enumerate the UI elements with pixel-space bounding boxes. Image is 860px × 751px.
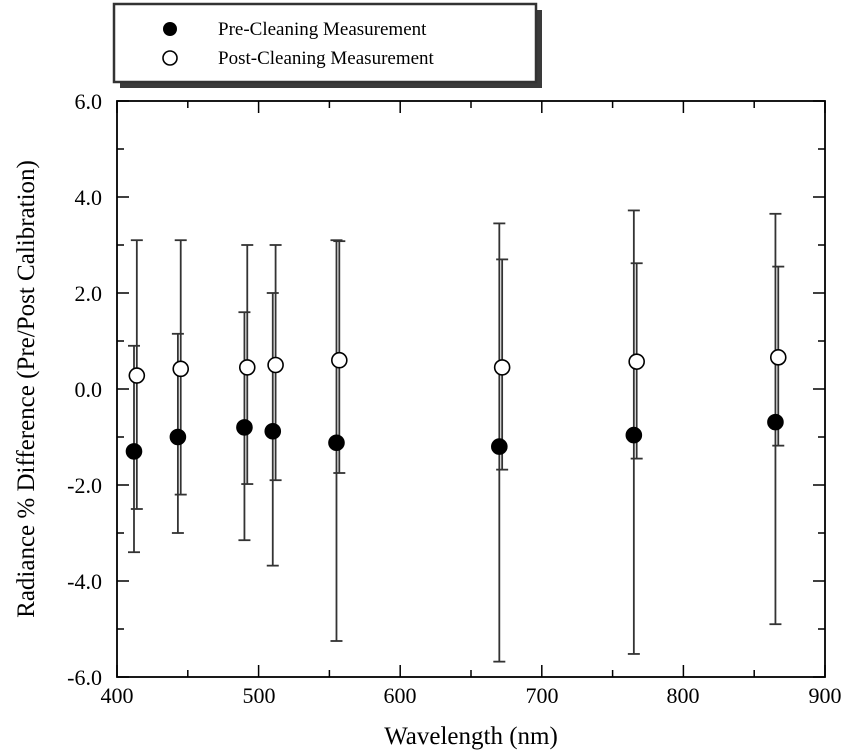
data-point-pre-cleaning (264, 422, 282, 440)
data-point-post-cleaning (493, 359, 511, 376)
legend-marker-post-cleaning (162, 50, 178, 66)
data-point-post-cleaning (238, 359, 256, 376)
data-point-pre-cleaning (625, 426, 643, 444)
error-bars (127, 209, 785, 663)
x-tick-label: 700 (526, 683, 559, 708)
y-axis-title: Radiance % Difference (Pre/Post Calibrat… (13, 160, 40, 618)
y-tick-label: 0.0 (75, 377, 103, 402)
data-point-post-cleaning (769, 349, 787, 366)
data-point-post-cleaning (267, 356, 284, 374)
y-tick-label: 4.0 (75, 185, 103, 210)
axis-ticks (116, 100, 826, 678)
data-points (125, 349, 787, 460)
data-point-pre-cleaning (767, 413, 784, 431)
y-tick-label: 6.0 (75, 89, 103, 114)
y-tick-label: -4.0 (67, 569, 102, 594)
data-point-pre-cleaning (125, 443, 143, 460)
y-tick-label: 2.0 (75, 281, 103, 306)
plot-frame (116, 100, 826, 678)
data-point-pre-cleaning (169, 428, 187, 446)
legend-label-pre-cleaning: Pre-Cleaning Measurement (218, 19, 427, 40)
y-tick-labels: 6.0 4.0 2.0 0.0 -2.0 -4.0 -6.0 (67, 89, 102, 690)
legend-label-post-cleaning: Post-Cleaning Measurement (218, 48, 435, 69)
y-tick-label: -2.0 (67, 473, 102, 498)
legend: Pre-Cleaning Measurement Post-Cleaning M… (112, 2, 542, 88)
data-point-post-cleaning (628, 353, 645, 370)
data-point-post-cleaning (128, 367, 146, 384)
x-axis-title: Wavelength (nm) (384, 723, 558, 750)
legend-marker-pre-cleaning (163, 22, 177, 36)
x-tick-labels: 400 500 600 700 800 900 (101, 683, 842, 708)
data-point-pre-cleaning (328, 434, 345, 452)
x-tick-label: 900 (809, 683, 842, 708)
x-tick-label: 600 (384, 683, 417, 708)
data-point-pre-cleaning (491, 438, 508, 455)
data-point-pre-cleaning (236, 419, 253, 436)
x-tick-label: 800 (667, 683, 700, 708)
x-tick-label: 400 (101, 683, 134, 708)
data-point-post-cleaning (331, 351, 348, 369)
x-tick-label: 500 (243, 683, 276, 708)
legend-box (112, 2, 538, 84)
data-point-post-cleaning (172, 360, 190, 378)
y-tick-label: -6.0 (67, 665, 102, 690)
